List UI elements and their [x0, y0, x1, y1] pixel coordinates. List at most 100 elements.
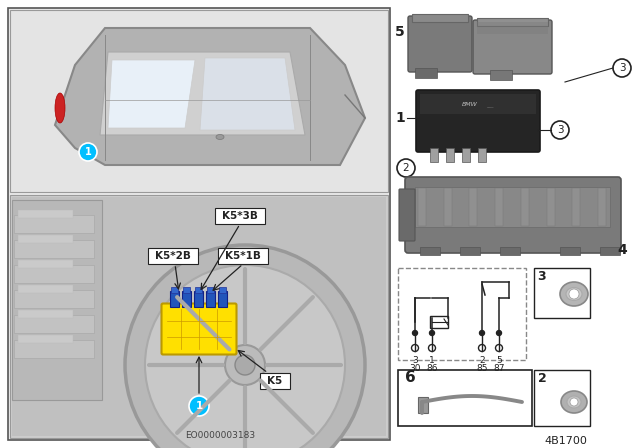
- Text: 1: 1: [84, 147, 92, 157]
- Circle shape: [413, 331, 417, 336]
- FancyBboxPatch shape: [405, 177, 621, 253]
- Circle shape: [497, 331, 502, 336]
- Bar: [418, 188, 426, 226]
- Bar: [14, 240, 94, 258]
- Bar: [18, 260, 73, 268]
- Bar: [182, 291, 191, 307]
- Bar: [430, 148, 438, 162]
- Text: 4B1700: 4B1700: [545, 436, 588, 446]
- Text: 3: 3: [538, 270, 547, 283]
- Ellipse shape: [561, 391, 587, 413]
- Text: ━━━: ━━━: [486, 106, 493, 110]
- Circle shape: [429, 345, 435, 352]
- Text: 3: 3: [412, 356, 418, 365]
- Bar: [170, 291, 179, 307]
- Polygon shape: [200, 58, 295, 130]
- Bar: [171, 287, 178, 293]
- Bar: [444, 188, 452, 226]
- Bar: [260, 373, 290, 389]
- Bar: [10, 195, 388, 438]
- Bar: [14, 265, 94, 283]
- Text: 2: 2: [479, 356, 485, 365]
- Bar: [14, 215, 94, 233]
- Bar: [148, 248, 198, 264]
- Text: 5: 5: [395, 25, 405, 39]
- Text: 2: 2: [538, 371, 547, 384]
- Polygon shape: [55, 28, 365, 165]
- Text: 85: 85: [476, 364, 488, 373]
- Bar: [462, 148, 470, 162]
- Circle shape: [397, 159, 415, 177]
- Bar: [534, 370, 590, 426]
- Bar: [415, 68, 437, 78]
- Bar: [206, 291, 215, 307]
- Text: 6: 6: [404, 370, 415, 385]
- Text: 4: 4: [617, 243, 627, 257]
- Bar: [18, 235, 73, 243]
- Bar: [218, 291, 227, 307]
- Bar: [469, 188, 477, 226]
- Bar: [18, 285, 73, 293]
- Bar: [18, 310, 73, 318]
- Bar: [495, 188, 503, 226]
- Text: EO0000003183: EO0000003183: [185, 431, 255, 440]
- Bar: [500, 247, 520, 255]
- Bar: [12, 197, 386, 436]
- FancyBboxPatch shape: [416, 90, 540, 152]
- Ellipse shape: [567, 396, 581, 408]
- Bar: [446, 148, 454, 162]
- Bar: [14, 315, 94, 333]
- Text: K5*2B: K5*2B: [155, 251, 191, 261]
- Ellipse shape: [560, 282, 588, 306]
- Bar: [477, 18, 548, 26]
- FancyBboxPatch shape: [161, 303, 237, 354]
- Bar: [412, 14, 468, 22]
- Text: BMW: BMW: [462, 102, 478, 107]
- Bar: [398, 268, 526, 360]
- Bar: [430, 316, 448, 328]
- Circle shape: [412, 345, 419, 352]
- Text: 3: 3: [619, 63, 625, 73]
- Circle shape: [551, 121, 569, 139]
- Bar: [478, 148, 486, 162]
- Bar: [547, 188, 555, 226]
- Ellipse shape: [216, 134, 224, 139]
- Text: 1: 1: [195, 401, 203, 411]
- Text: K5*3B: K5*3B: [222, 211, 258, 221]
- Bar: [194, 291, 203, 307]
- Bar: [219, 287, 226, 293]
- Circle shape: [189, 396, 209, 416]
- Text: 5: 5: [496, 356, 502, 365]
- Bar: [18, 335, 73, 343]
- Bar: [398, 370, 532, 426]
- Bar: [418, 397, 428, 413]
- Ellipse shape: [55, 93, 65, 123]
- Polygon shape: [108, 60, 195, 128]
- Bar: [18, 210, 73, 218]
- Bar: [195, 287, 202, 293]
- Text: 86: 86: [426, 364, 438, 373]
- FancyBboxPatch shape: [408, 16, 472, 72]
- Bar: [14, 290, 94, 308]
- Circle shape: [613, 59, 631, 77]
- Polygon shape: [100, 52, 305, 135]
- Circle shape: [225, 345, 265, 385]
- Bar: [415, 187, 610, 227]
- Bar: [420, 247, 440, 255]
- Text: K5: K5: [268, 376, 283, 386]
- Bar: [8, 8, 390, 440]
- Bar: [420, 94, 536, 114]
- Text: K5*1B: K5*1B: [225, 251, 261, 261]
- Text: 30: 30: [409, 364, 420, 373]
- Text: 87: 87: [493, 364, 505, 373]
- Circle shape: [495, 345, 502, 352]
- Bar: [490, 70, 512, 80]
- Circle shape: [570, 398, 578, 406]
- Bar: [14, 340, 94, 358]
- Bar: [215, 208, 265, 224]
- Text: 1: 1: [395, 111, 405, 125]
- Circle shape: [145, 265, 345, 448]
- Text: 3: 3: [557, 125, 563, 135]
- Bar: [600, 247, 620, 255]
- Bar: [460, 247, 480, 255]
